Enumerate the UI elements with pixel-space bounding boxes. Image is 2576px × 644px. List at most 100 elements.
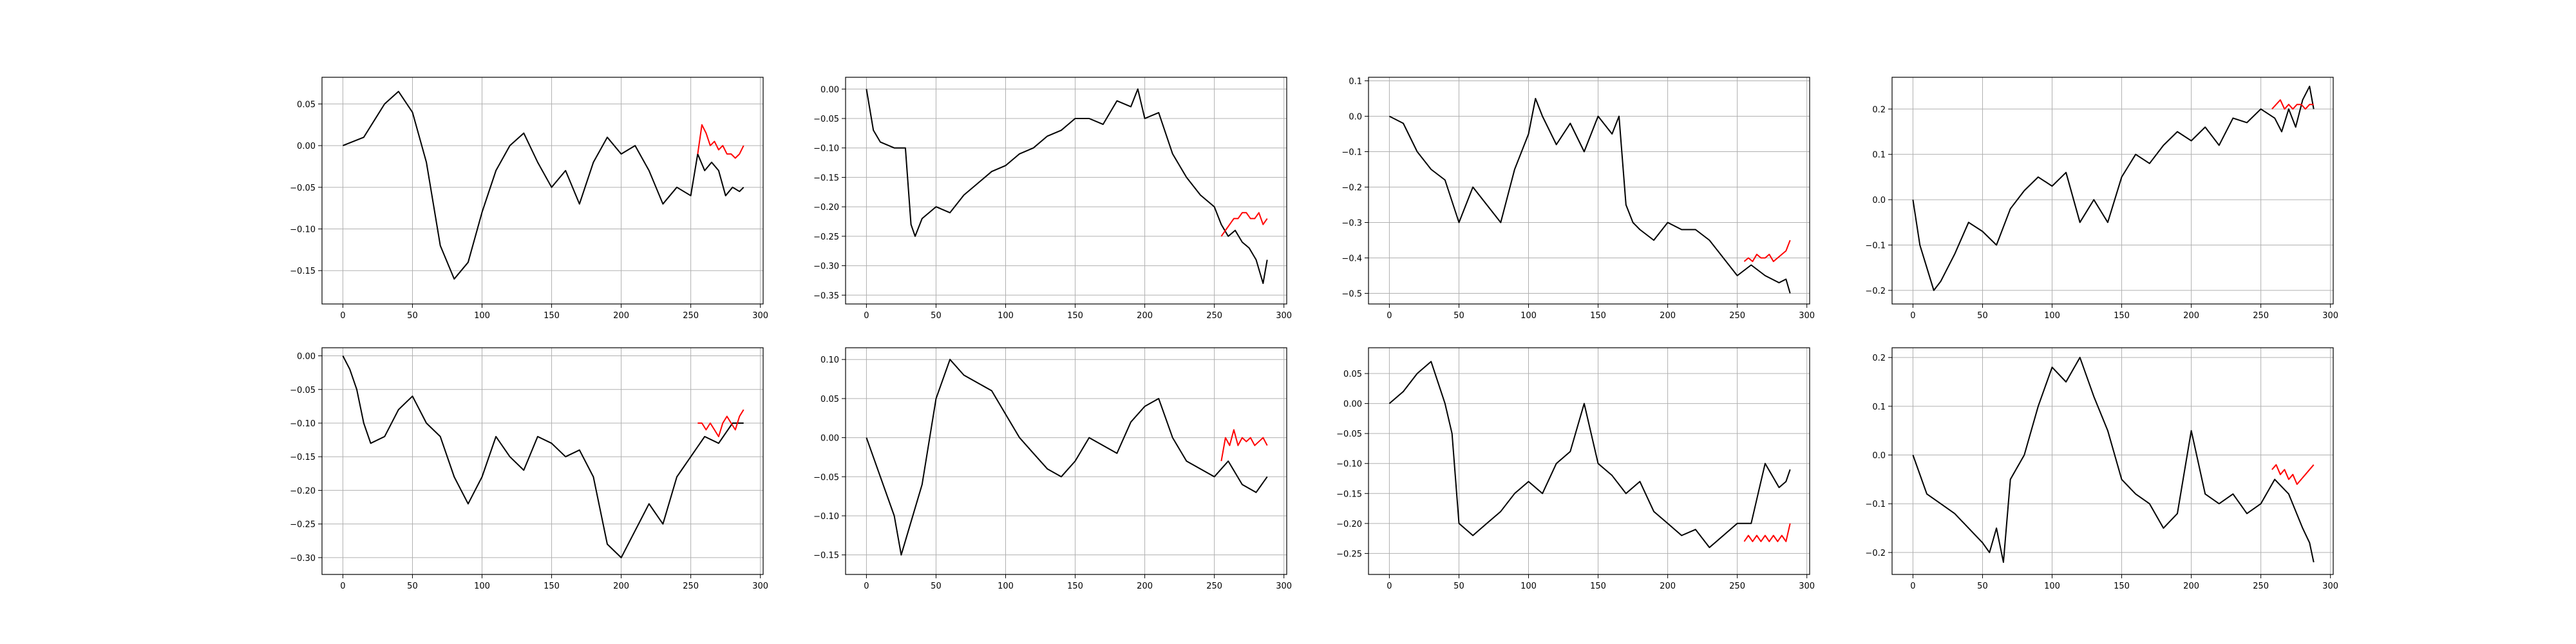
y-tick-label: −0.1 bbox=[1341, 148, 1362, 158]
x-tick-label: 100 bbox=[474, 582, 490, 591]
x-tick-label: 50 bbox=[1977, 582, 1988, 591]
y-tick-label: −0.30 bbox=[290, 554, 316, 564]
y-tick-label: −0.05 bbox=[813, 473, 839, 482]
y-tick-label: −0.15 bbox=[813, 551, 839, 561]
x-tick-label: 150 bbox=[1590, 311, 1606, 321]
y-tick-label: −0.25 bbox=[1336, 549, 1362, 559]
y-tick-label: 0.00 bbox=[820, 434, 839, 444]
x-tick-label: 250 bbox=[1206, 582, 1222, 591]
y-tick-label: −0.10 bbox=[1336, 460, 1362, 469]
x-tick-label: 250 bbox=[2253, 311, 2269, 321]
chart-panel-1: 0 50 100 150 200 250 300 −0.15 −0.10 −0.05 0.00 0.0… bbox=[290, 77, 768, 321]
x-tick-label: 300 bbox=[752, 311, 768, 321]
y-tick-label: −0.20 bbox=[290, 486, 316, 496]
y-tick-label: −0.25 bbox=[290, 520, 316, 530]
chart-panel-8: 0 50 100 150 200 250 300 −0.2 −0.1 0.0 0.1 0.2 bbox=[1865, 347, 2338, 591]
x-tick-label: 250 bbox=[1729, 311, 1745, 321]
x-tick-label: 250 bbox=[683, 311, 699, 321]
y-tick-label: 0.1 bbox=[1349, 77, 1362, 87]
x-tick-label: 50 bbox=[407, 582, 418, 591]
y-tick-label: −0.10 bbox=[813, 512, 839, 522]
series-line-predicted bbox=[2271, 464, 2315, 485]
x-tick-label: 250 bbox=[1206, 311, 1222, 321]
x-tick-label: 200 bbox=[1660, 311, 1676, 321]
x-tick-label: 300 bbox=[752, 582, 768, 591]
axes-frame bbox=[1891, 347, 2334, 575]
x-tick-label: 150 bbox=[2114, 311, 2130, 321]
x-tick-label: 100 bbox=[2044, 311, 2060, 321]
chart-panel-5: 0 50 100 150 200 250 300 −0.30 −0.25 −0.20 −0.15 −0… bbox=[290, 347, 768, 591]
axes-frame bbox=[321, 347, 764, 575]
y-tick-label: −0.10 bbox=[290, 225, 316, 235]
y-tick-label: 0.10 bbox=[820, 355, 839, 365]
x-tick-label: 150 bbox=[1067, 311, 1083, 321]
x-tick-label: 300 bbox=[1276, 311, 1292, 321]
y-tick-label: 0.0 bbox=[1349, 113, 1362, 122]
chart-panel-7: 0 50 100 150 200 250 300 −0.25 −0.20 −0.15 −0.10 −0… bbox=[1336, 347, 1815, 591]
y-tick-label: −0.35 bbox=[813, 291, 839, 301]
y-tick-label: −0.5 bbox=[1341, 290, 1362, 299]
y-tick-label: −0.1 bbox=[1865, 500, 1886, 509]
y-tick-label: −0.05 bbox=[1336, 430, 1362, 439]
x-tick-label: 50 bbox=[1454, 582, 1464, 591]
x-tick-label: 300 bbox=[2322, 582, 2338, 591]
x-tick-label: 150 bbox=[544, 582, 560, 591]
y-tick-label: 0.00 bbox=[1343, 400, 1362, 410]
y-tick-label: −0.2 bbox=[1341, 184, 1362, 193]
series-line-predicted bbox=[697, 124, 744, 159]
axes-frame bbox=[1368, 347, 1810, 575]
y-tick-label: 0.00 bbox=[297, 142, 316, 151]
series-line-predicted bbox=[1220, 429, 1268, 462]
y-tick-label: −0.20 bbox=[1336, 520, 1362, 529]
series-line-predicted bbox=[2271, 99, 2314, 110]
y-tick-label: −0.25 bbox=[813, 232, 839, 242]
x-tick-label: 100 bbox=[1520, 582, 1537, 591]
series-line-predicted bbox=[1743, 240, 1791, 262]
x-tick-label: 50 bbox=[1977, 311, 1988, 321]
x-tick-label: 250 bbox=[1729, 582, 1745, 591]
series-line-actual bbox=[1912, 357, 2315, 564]
x-tick-label: 0 bbox=[1910, 311, 1915, 321]
y-tick-label: −0.2 bbox=[1865, 549, 1886, 558]
y-tick-label: 0.1 bbox=[1872, 402, 1886, 412]
y-tick-label: −0.1 bbox=[1865, 241, 1886, 251]
y-tick-label: 0.05 bbox=[1343, 370, 1362, 379]
series-line-actual bbox=[343, 91, 744, 280]
x-tick-label: 200 bbox=[1660, 582, 1676, 591]
x-tick-label: 300 bbox=[1799, 311, 1815, 321]
series-line-predicted bbox=[1220, 212, 1268, 237]
chart-panel-4: 0 50 100 150 200 250 300 −0.2 −0.1 0.0 0.1 0.2 bbox=[1865, 77, 2338, 321]
x-tick-label: 0 bbox=[1910, 582, 1915, 591]
axes-frame bbox=[845, 347, 1287, 575]
y-tick-label: −0.15 bbox=[813, 173, 839, 183]
y-tick-label: 0.0 bbox=[1872, 196, 1886, 205]
series-line-actual bbox=[1388, 361, 1791, 549]
x-tick-label: 150 bbox=[2114, 582, 2130, 591]
y-tick-label: 0.2 bbox=[1872, 354, 1886, 363]
y-tick-label: −0.05 bbox=[290, 386, 316, 395]
x-tick-label: 100 bbox=[474, 311, 490, 321]
x-tick-label: 150 bbox=[1067, 582, 1083, 591]
series-line-actual bbox=[866, 359, 1268, 556]
y-tick-label: −0.10 bbox=[290, 419, 316, 429]
y-tick-label: 0.0 bbox=[1872, 451, 1886, 461]
axes-frame bbox=[321, 77, 764, 305]
y-tick-label: 0.00 bbox=[297, 352, 316, 362]
x-tick-label: 200 bbox=[613, 582, 629, 591]
y-tick-label: −0.05 bbox=[290, 184, 316, 193]
x-tick-label: 0 bbox=[340, 311, 345, 321]
x-tick-label: 100 bbox=[2044, 582, 2060, 591]
chart-panel-2: 0 50 100 150 200 250 300 −0.35 −0.30 −0.25 −0.20 −0… bbox=[813, 77, 1292, 321]
y-tick-label: −0.15 bbox=[1336, 489, 1362, 499]
x-tick-label: 200 bbox=[2183, 582, 2199, 591]
x-tick-label: 50 bbox=[931, 582, 942, 591]
y-tick-label: 0.05 bbox=[297, 100, 316, 109]
x-tick-label: 300 bbox=[1799, 582, 1815, 591]
y-tick-label: 0.05 bbox=[820, 395, 839, 404]
x-tick-label: 50 bbox=[1454, 311, 1464, 321]
series-line-predicted bbox=[1743, 523, 1791, 542]
x-tick-label: 300 bbox=[2322, 311, 2338, 321]
x-tick-label: 0 bbox=[864, 582, 869, 591]
x-tick-label: 0 bbox=[864, 311, 869, 321]
x-tick-label: 200 bbox=[613, 311, 629, 321]
